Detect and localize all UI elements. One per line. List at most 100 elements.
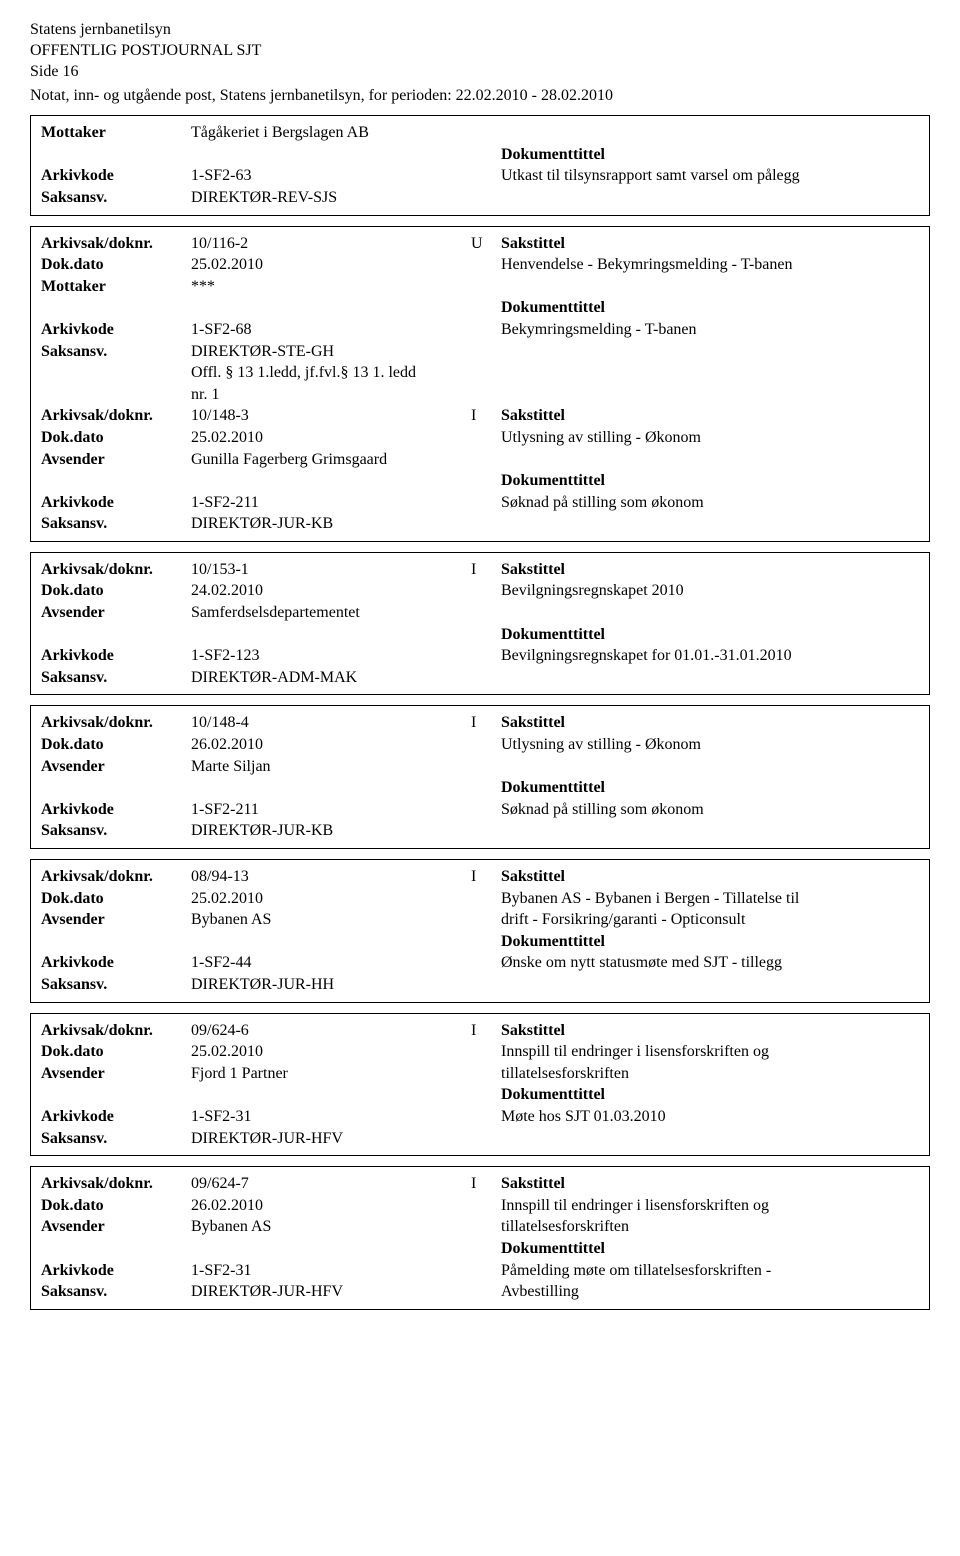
right-value: Sakstittel <box>501 712 919 734</box>
field-label: Avsender <box>41 602 191 624</box>
right-value: Sakstittel <box>501 1173 919 1195</box>
field-label: Arkivsak/doknr. <box>41 233 191 255</box>
doc-title-label: Dokumenttittel <box>501 297 919 319</box>
field-value: 09/624-6 <box>191 1020 471 1042</box>
party-value: *** <box>191 276 471 298</box>
doc-title-label: Dokumenttittel <box>501 470 919 492</box>
doc-title-value: Utkast til tilsynsrapport samt varsel om… <box>501 165 919 187</box>
journal-record: Arkivsak/doknr.10/153-1ISakstittelDok.da… <box>30 552 930 696</box>
direction-code: U <box>471 233 501 255</box>
field-label: Arkivkode <box>41 799 191 821</box>
field-label: Arkivkode <box>41 165 191 187</box>
field-value: 24.02.2010 <box>191 580 471 602</box>
field-value: DIREKTØR-JUR-HH <box>191 974 471 996</box>
field-label: Mottaker <box>41 122 191 144</box>
field-value: DIREKTØR-JUR-KB <box>191 513 471 535</box>
direction-code: I <box>471 712 501 734</box>
right-value: Avbestilling <box>501 1281 919 1303</box>
field-label: Avsender <box>41 756 191 778</box>
right-value: tillatelsesforskriften <box>501 1063 919 1085</box>
party-value: Gunilla Fagerberg Grimsgaard <box>191 449 471 471</box>
field-value: Fjord 1 Partner <box>191 1063 471 1085</box>
journal-record: Arkivsak/doknr.09/624-7ISakstittel Dok.da… <box>30 1166 930 1310</box>
right-value: Innspill til endringer i lisensforskrift… <box>501 1041 919 1063</box>
right-value: Dokumenttittel <box>501 1084 919 1106</box>
field-value: 10/148-4 <box>191 712 471 734</box>
case-title-value: Henvendelse - Bekymringsmelding - T-bane… <box>501 254 919 276</box>
field-label: Arkivkode <box>41 1106 191 1128</box>
right-value: Søknad på stilling som økonom <box>501 799 919 821</box>
field-label: Mottaker <box>41 276 191 298</box>
field-label: Saksansv. <box>41 513 191 535</box>
journal-title: OFFENTLIG POSTJOURNAL SJT <box>30 41 930 62</box>
right-value: Sakstittel <box>501 1020 919 1042</box>
field-label: Arkivkode <box>41 492 191 514</box>
direction-code: I <box>471 1173 501 1195</box>
field-label: Dok.dato <box>41 580 191 602</box>
field-value: 1-SF2-123 <box>191 645 471 667</box>
field-label: Arkivsak/doknr. <box>41 559 191 581</box>
right-value: Innspill til endringer i lisensforskrift… <box>501 1195 919 1217</box>
field-value: DIREKTØR-JUR-HFV <box>191 1281 471 1303</box>
field-value: Bybanen AS <box>191 909 471 931</box>
journal-record: Arkivsak/doknr. 10/116-2 U Sakstittel Do… <box>30 226 930 542</box>
field-value: 09/624-7 <box>191 1173 471 1195</box>
field-label: Arkivsak/doknr. <box>41 866 191 888</box>
doc-title-value: Bekymringsmelding - T-banen <box>501 319 919 341</box>
field-label: Arkivsak/doknr. <box>41 712 191 734</box>
journal-record: Arkivsak/doknr.08/94-13ISakstittelDok.da… <box>30 859 930 1003</box>
journal-record: Arkivsak/doknr.10/148-4ISakstittel Dok.da… <box>30 705 930 849</box>
field-label: Arkivkode <box>41 1260 191 1282</box>
field-value: DIREKTØR-JUR-HFV <box>191 1128 471 1150</box>
field-label: Saksansv. <box>41 341 191 363</box>
field-value: Bybanen AS <box>191 1216 471 1238</box>
field-label: Saksansv. <box>41 974 191 996</box>
right-value: Dokumenttittel <box>501 624 919 646</box>
field-label: Saksansv. <box>41 1128 191 1150</box>
right-value: tillatelsesforskriften <box>501 1216 919 1238</box>
field-value: DIREKTØR-REV-SJS <box>191 187 471 209</box>
field-label: Arkivkode <box>41 952 191 974</box>
field-value: 1-SF2-211 <box>191 492 471 514</box>
field-value: 1-SF2-44 <box>191 952 471 974</box>
field-value: 1-SF2-63 <box>191 165 471 187</box>
doc-date: 25.02.2010 <box>191 254 471 276</box>
direction-code: I <box>471 1020 501 1042</box>
org-name: Statens jernbanetilsyn <box>30 20 930 41</box>
field-label: Dok.dato <box>41 1041 191 1063</box>
journal-record: Arkivsak/doknr.09/624-6ISakstittelDok.da… <box>30 1013 930 1157</box>
right-value: drift - Forsikring/garanti - Opticonsult <box>501 909 919 931</box>
direction-code: I <box>471 559 501 581</box>
field-value: 26.02.2010 <box>191 734 471 756</box>
field-value: Tågåkeriet i Bergslagen AB <box>191 122 471 144</box>
field-label: Dok.dato <box>41 1195 191 1217</box>
field-label: Arkivsak/doknr. <box>41 405 191 427</box>
exemption-text: Offl. § 13 1.ledd, jf.fvl.§ 13 1. ledd <box>191 362 919 384</box>
case-number: 10/148-3 <box>191 405 471 427</box>
field-value: Samferdselsdepartementet <box>191 602 471 624</box>
field-label: Arkivsak/doknr. <box>41 1173 191 1195</box>
case-title-label: Sakstittel <box>501 233 919 255</box>
right-value: Utlysning av stilling - Økonom <box>501 734 919 756</box>
field-value: 25.02.2010 <box>191 888 471 910</box>
period-subhead: Notat, inn- og utgående post, Statens je… <box>30 86 930 107</box>
right-value: Bevilgningsregnskapet for 01.01.-31.01.2… <box>501 645 919 667</box>
field-label: Dok.dato <box>41 734 191 756</box>
field-value: DIREKTØR-JUR-KB <box>191 820 471 842</box>
field-label: Saksansv. <box>41 187 191 209</box>
case-number: 10/116-2 <box>191 233 471 255</box>
right-value: Sakstittel <box>501 866 919 888</box>
field-value: DIREKTØR-ADM-MAK <box>191 667 471 689</box>
field-value: 10/153-1 <box>191 559 471 581</box>
right-value: Påmelding møte om tillatelsesforskriften… <box>501 1260 919 1282</box>
field-label: Saksansv. <box>41 667 191 689</box>
field-label: Saksansv. <box>41 820 191 842</box>
right-value: Ønske om nytt statusmøte med SJT - tille… <box>501 952 919 974</box>
exemption-text: nr. 1 <box>191 384 919 406</box>
field-label: Dok.dato <box>41 888 191 910</box>
direction-code: I <box>471 405 501 427</box>
field-label: Saksansv. <box>41 1281 191 1303</box>
doc-title-value: Søknad på stilling som økonom <box>501 492 919 514</box>
field-value: 1-SF2-68 <box>191 319 471 341</box>
field-label: Avsender <box>41 449 191 471</box>
